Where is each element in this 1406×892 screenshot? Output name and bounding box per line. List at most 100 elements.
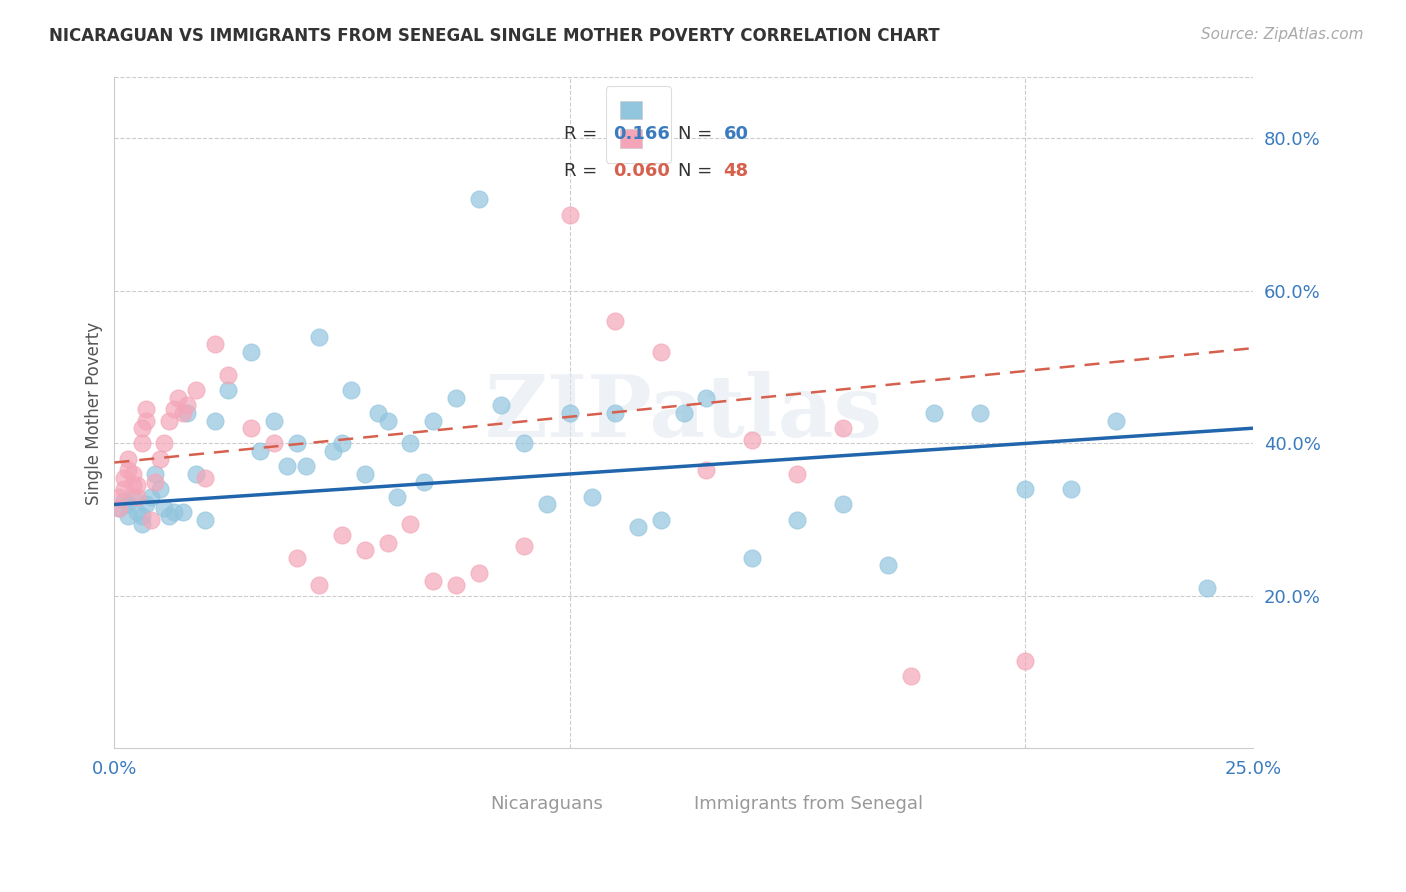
Point xyxy=(145,467,167,481)
Point xyxy=(900,669,922,683)
Point xyxy=(217,383,239,397)
Point xyxy=(117,498,139,512)
Point xyxy=(741,433,763,447)
Point xyxy=(399,516,422,531)
Point xyxy=(263,414,285,428)
Point xyxy=(1014,654,1036,668)
Point xyxy=(413,475,436,489)
Point xyxy=(922,406,945,420)
Point xyxy=(176,406,198,420)
Point xyxy=(131,508,153,523)
Point xyxy=(240,421,263,435)
Point xyxy=(832,498,855,512)
Point xyxy=(145,475,167,489)
Point xyxy=(832,421,855,435)
Point xyxy=(131,516,153,531)
Text: R =: R = xyxy=(564,162,603,180)
Point xyxy=(308,577,330,591)
Point xyxy=(217,368,239,382)
Point xyxy=(127,490,149,504)
Point xyxy=(172,406,194,420)
Point xyxy=(513,436,536,450)
Point xyxy=(377,535,399,549)
Point xyxy=(240,345,263,359)
Point xyxy=(353,467,375,481)
Point xyxy=(294,459,316,474)
Point xyxy=(249,444,271,458)
Point xyxy=(650,345,672,359)
Point xyxy=(162,505,184,519)
Point xyxy=(112,493,135,508)
Point xyxy=(285,550,308,565)
Point xyxy=(467,566,489,580)
Point xyxy=(112,471,135,485)
Text: Immigrants from Senegal: Immigrants from Senegal xyxy=(695,796,924,814)
Text: 48: 48 xyxy=(724,162,748,180)
Text: 60: 60 xyxy=(724,126,748,144)
Point xyxy=(285,436,308,450)
Text: ZIPatlas: ZIPatlas xyxy=(485,371,883,455)
Point xyxy=(108,501,131,516)
Point xyxy=(176,398,198,412)
Text: Source: ZipAtlas.com: Source: ZipAtlas.com xyxy=(1201,27,1364,42)
Point xyxy=(263,436,285,450)
Point xyxy=(1197,582,1219,596)
Point xyxy=(194,513,217,527)
Text: R =: R = xyxy=(564,126,603,144)
Point xyxy=(444,577,467,591)
Point xyxy=(135,402,157,417)
Point xyxy=(605,314,627,328)
Point xyxy=(112,482,135,496)
Text: Nicaraguans: Nicaraguans xyxy=(491,796,603,814)
Point xyxy=(558,406,581,420)
Point xyxy=(786,513,808,527)
Point xyxy=(444,391,467,405)
Text: 0.166: 0.166 xyxy=(613,126,669,144)
Text: N =: N = xyxy=(678,162,718,180)
Point xyxy=(1014,482,1036,496)
Point xyxy=(536,498,558,512)
Text: N =: N = xyxy=(678,126,718,144)
Point xyxy=(367,406,389,420)
Point xyxy=(149,482,172,496)
Point xyxy=(204,337,226,351)
Point xyxy=(162,402,184,417)
Point xyxy=(117,463,139,477)
Point xyxy=(467,193,489,207)
Point xyxy=(330,528,353,542)
Point xyxy=(153,501,176,516)
Point xyxy=(695,463,717,477)
Point xyxy=(377,414,399,428)
Point xyxy=(1059,482,1081,496)
Point xyxy=(135,498,157,512)
Point xyxy=(172,505,194,519)
Point xyxy=(422,574,444,588)
Point xyxy=(139,490,162,504)
Point xyxy=(135,414,157,428)
Point xyxy=(276,459,298,474)
Point xyxy=(605,406,627,420)
Point xyxy=(108,490,131,504)
Point xyxy=(340,383,363,397)
Point xyxy=(194,471,217,485)
Point xyxy=(121,478,143,492)
Point xyxy=(786,467,808,481)
Point xyxy=(330,436,353,450)
Point xyxy=(153,436,176,450)
Point xyxy=(308,329,330,343)
Point xyxy=(204,414,226,428)
Legend: , : , xyxy=(606,87,671,163)
Point xyxy=(422,414,444,428)
Point xyxy=(131,436,153,450)
Point xyxy=(127,478,149,492)
Point xyxy=(399,436,422,450)
Point xyxy=(672,406,695,420)
Text: NICARAGUAN VS IMMIGRANTS FROM SENEGAL SINGLE MOTHER POVERTY CORRELATION CHART: NICARAGUAN VS IMMIGRANTS FROM SENEGAL SI… xyxy=(49,27,939,45)
Point xyxy=(969,406,991,420)
Point xyxy=(131,421,153,435)
Point xyxy=(1105,414,1128,428)
Point xyxy=(581,490,603,504)
Point xyxy=(627,520,650,534)
Point xyxy=(117,451,139,466)
Point xyxy=(127,505,149,519)
